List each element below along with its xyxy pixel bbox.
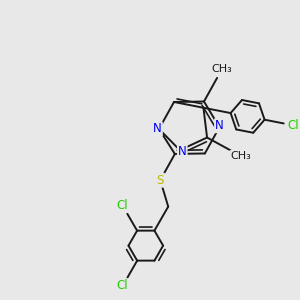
Text: N: N	[215, 119, 224, 132]
Text: Cl: Cl	[287, 119, 299, 132]
Text: N: N	[153, 122, 162, 136]
Text: N: N	[178, 145, 187, 158]
Text: Cl: Cl	[117, 199, 128, 212]
Text: Cl: Cl	[117, 279, 128, 292]
Text: CH₃: CH₃	[230, 151, 251, 161]
Text: CH₃: CH₃	[212, 64, 232, 74]
Text: S: S	[157, 174, 164, 187]
